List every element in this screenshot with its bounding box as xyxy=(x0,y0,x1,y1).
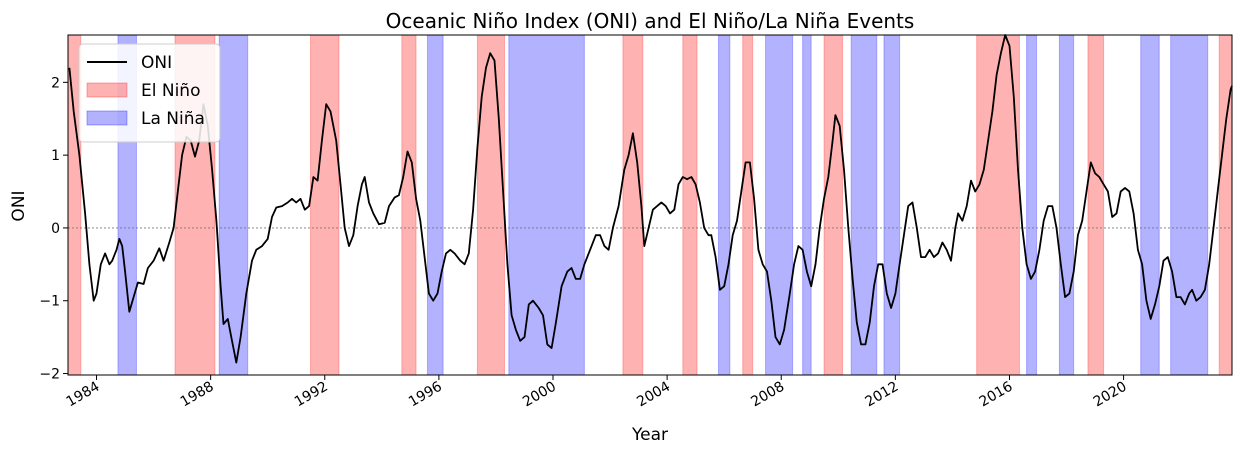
el-nino-span xyxy=(682,34,698,376)
legend-la-nina-label: La Niña xyxy=(141,109,205,129)
x-tick-label: 1988 xyxy=(178,379,217,411)
la-nina-span xyxy=(508,34,585,376)
la-nina-span xyxy=(1140,34,1160,376)
x-tick-label: 2000 xyxy=(520,379,559,411)
y-tick-label: −1 xyxy=(39,294,60,310)
el-nino-span xyxy=(310,34,340,376)
x-tick-label: 1984 xyxy=(64,379,103,411)
x-tick-label: 2012 xyxy=(862,379,901,411)
x-axis-ticks: 1984 1988 1992 1996 2000 2004 2008 2012 2016 2020 xyxy=(64,375,1130,410)
la-nina-span xyxy=(1058,34,1075,376)
legend-el-nino-swatch xyxy=(86,82,128,98)
x-tick-label: 1996 xyxy=(406,379,445,411)
legend-box xyxy=(78,43,221,143)
la-nina-span xyxy=(765,34,794,376)
chart-title: Oceanic Niño Index (ONI) and El Niño/La … xyxy=(386,9,915,33)
la-nina-span xyxy=(883,34,901,376)
x-tick-label: 2016 xyxy=(977,379,1016,411)
la-nina-span xyxy=(802,34,812,376)
la-nina-span xyxy=(1170,34,1209,376)
y-tick-label: 2 xyxy=(51,75,60,91)
el-nino-span xyxy=(1087,34,1105,376)
legend-el-nino-label: El Niño xyxy=(141,81,200,101)
x-tick-label: 2020 xyxy=(1091,379,1130,411)
el-nino-span xyxy=(1218,34,1233,376)
y-tick-label: 1 xyxy=(51,148,60,164)
x-tick-label: 2004 xyxy=(634,379,673,411)
la-nina-span xyxy=(717,34,731,376)
x-tick-label: 2008 xyxy=(748,379,787,411)
la-nina-span xyxy=(426,34,444,376)
oni-series-line xyxy=(68,34,1233,364)
x-tick-label: 1992 xyxy=(292,379,331,411)
y-axis-label: ONI xyxy=(9,190,29,221)
y-tick-label: 0 xyxy=(51,221,60,237)
el-nino-span xyxy=(742,34,754,376)
el-nino-span xyxy=(823,34,844,376)
legend-la-nina-swatch xyxy=(86,110,128,126)
la-nina-span xyxy=(1026,34,1038,376)
el-nino-span xyxy=(401,34,417,376)
la-nina-span xyxy=(850,34,878,376)
legend-oni-label: ONI xyxy=(141,53,172,73)
plot-frame xyxy=(67,34,1233,376)
el-nino-span xyxy=(622,34,644,376)
legend: ONI El Niño La Niña xyxy=(78,43,221,143)
y-tick-label: −2 xyxy=(39,367,60,383)
y-axis-ticks: −2 −1 0 1 2 xyxy=(39,75,68,383)
el-nino-span xyxy=(476,34,506,376)
x-axis-label: Year xyxy=(631,425,668,445)
